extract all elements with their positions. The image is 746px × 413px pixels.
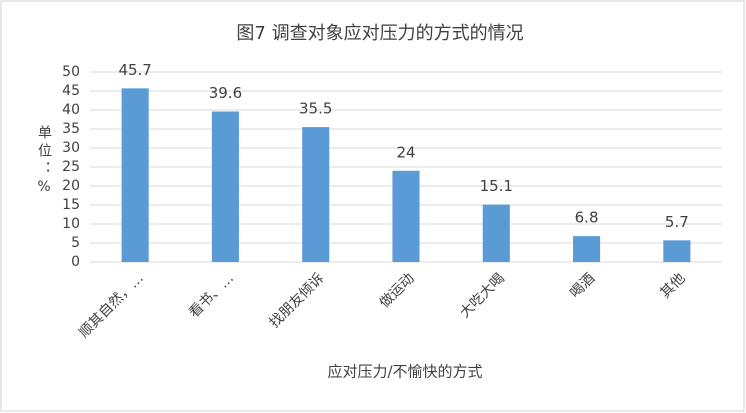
bar: [573, 236, 601, 262]
bar: [211, 111, 239, 263]
value-label: 15.1: [480, 177, 513, 195]
y-tick-label: 5: [71, 235, 80, 251]
y-tick-label: 30: [62, 140, 80, 156]
y-tick-label: 20: [62, 178, 80, 194]
y-tick-label: 40: [62, 102, 80, 118]
y-tick-label: 25: [62, 159, 80, 175]
bar: [392, 170, 420, 262]
value-label: 5.7: [665, 213, 689, 231]
y-tick-label: 0: [71, 254, 80, 270]
value-label: 45.7: [118, 61, 151, 79]
bar: [482, 204, 510, 262]
value-label: 35.5: [299, 100, 332, 118]
value-label: 39.6: [209, 84, 242, 102]
y-axis-title: 单位：%: [36, 125, 52, 199]
x-axis-title: 应对压力/不愉快的方式: [327, 363, 482, 381]
bar: [121, 88, 149, 262]
y-tick-label: 10: [62, 216, 80, 232]
bar: [663, 240, 691, 262]
value-label: 24: [396, 143, 415, 161]
value-label: 6.8: [575, 209, 599, 227]
bar: [302, 127, 330, 262]
y-tick-label: 45: [62, 83, 80, 99]
y-tick-label: 35: [62, 121, 80, 137]
y-tick-label: 50: [62, 64, 80, 80]
y-tick-label: 15: [62, 197, 80, 213]
chart-title: 图7 调查对象应对压力的方式的情况: [236, 23, 523, 44]
